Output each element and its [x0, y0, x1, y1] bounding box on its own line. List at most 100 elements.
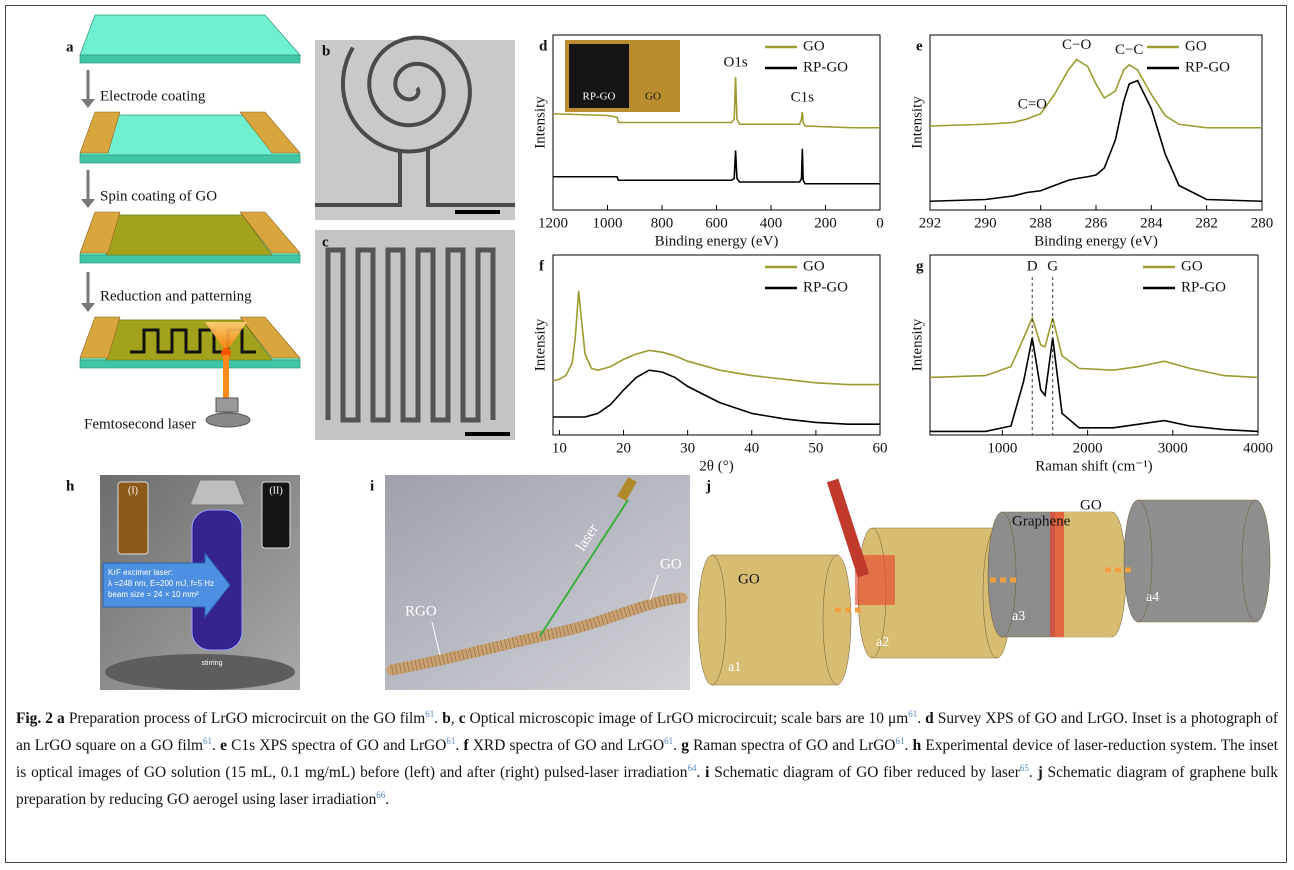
legend-label: RP-GO: [803, 59, 848, 75]
reduction-zone: [1050, 512, 1064, 637]
x-tick-label: 280: [1251, 215, 1274, 231]
caption-text: .: [905, 737, 913, 754]
y-axis-label: Intensity: [909, 96, 925, 149]
x-tick-label: 2000: [1073, 440, 1103, 456]
y-axis-label: Intensity: [909, 318, 925, 371]
y-axis-label: Intensity: [532, 96, 548, 149]
annotation: C−C: [1115, 42, 1143, 58]
x-tick-label: 10: [552, 440, 567, 456]
x-tick-label: 0: [876, 215, 884, 231]
x-tick-label: 200: [814, 215, 837, 231]
x-axis-label: Binding energy (eV): [655, 233, 779, 249]
fiber-label: GO: [660, 556, 682, 572]
caption-text: c: [459, 710, 466, 727]
label: Graphene: [1012, 513, 1071, 529]
inset-label: RP-GO: [582, 91, 615, 103]
label: Femtosecond laser: [84, 416, 196, 432]
legend-label: RP-GO: [1181, 279, 1226, 295]
reference: 61: [425, 709, 434, 719]
label: Electrode coating: [100, 88, 206, 104]
annotation: O1s: [723, 54, 747, 70]
panel-label: f: [539, 258, 545, 274]
x-axis-label: 2θ (°): [699, 458, 733, 474]
stirrer-base: [105, 654, 295, 690]
label: GO: [738, 571, 760, 587]
x-tick-label: 292: [919, 215, 942, 231]
annotation: C−O: [1062, 37, 1091, 53]
figure: a Electrode coating Spin coating of GO Redu…: [0, 0, 1294, 700]
scale-bar: [465, 432, 510, 436]
laser-spec: KrF excimer laser:: [108, 568, 173, 577]
panel-label: g: [916, 258, 924, 274]
x-tick-label: 286: [1085, 215, 1108, 231]
caption-text: XRD spectra of GO and LrGO: [469, 737, 665, 754]
x-tick-label: 1000: [987, 440, 1017, 456]
caption-text: g: [681, 737, 689, 754]
panel-label: c: [322, 234, 329, 250]
label: Spin coating of GO: [100, 188, 217, 204]
panel-label: d: [539, 38, 548, 54]
annotation: G: [1047, 258, 1058, 274]
caption-text: h: [913, 737, 922, 754]
legend-label: RP-GO: [1185, 59, 1230, 75]
spectrum-line: [930, 318, 1258, 377]
spectrum-line: [930, 338, 1258, 432]
panel-label: b: [322, 43, 330, 59]
substrate-side: [80, 360, 300, 368]
aerogel-end: [1242, 500, 1270, 622]
x-axis-label: Binding energy (eV): [1034, 233, 1158, 249]
caption-text: Preparation process of LrGO microcircuit…: [65, 710, 426, 727]
reference: 61: [203, 736, 212, 746]
caption-text: .: [212, 737, 220, 754]
arrow-head: [81, 303, 95, 312]
aerogel-end: [698, 555, 726, 685]
x-tick-label: 4000: [1243, 440, 1273, 456]
y-axis-label: Intensity: [532, 318, 548, 371]
vial-label: (I): [128, 485, 138, 496]
reference: 61: [908, 709, 917, 719]
x-tick-label: 800: [651, 215, 674, 231]
caption-text: e: [220, 737, 227, 754]
x-tick-label: 600: [705, 215, 728, 231]
caption-text: Optical microscopic image of LrGO microc…: [466, 710, 909, 727]
x-tick-label: 1200: [538, 215, 568, 231]
spectrum-line: [553, 149, 880, 184]
x-tick-label: 282: [1195, 215, 1218, 231]
spectrum-line: [553, 291, 880, 385]
arrow-head: [81, 199, 95, 208]
caption-text: .: [673, 737, 681, 754]
inset-label: GO: [645, 91, 661, 103]
aerogel-end: [823, 555, 851, 685]
panel-label: h: [66, 478, 75, 494]
reference: 61: [446, 736, 455, 746]
legend-label: RP-GO: [803, 279, 848, 295]
vial-label: (II): [269, 485, 282, 496]
stage-label: a3: [1012, 609, 1025, 624]
x-tick-label: 288: [1029, 215, 1052, 231]
annotation: C1s: [791, 89, 815, 105]
x-tick-label: 50: [808, 440, 823, 456]
clamp: [190, 480, 245, 505]
caption-text: Schematic diagram of GO fiber reduced by…: [709, 764, 1019, 781]
reference: 65: [1020, 763, 1029, 773]
reference: 61: [664, 736, 673, 746]
panel-label: a: [66, 39, 74, 55]
x-tick-label: 400: [760, 215, 783, 231]
caption-text: .: [434, 710, 442, 727]
substrate-side: [80, 55, 300, 63]
label: GO: [1080, 497, 1102, 513]
stage-label: a2: [876, 635, 889, 650]
laser-beam: [223, 355, 229, 400]
x-tick-label: 30: [680, 440, 695, 456]
legend-label: GO: [803, 258, 825, 274]
stirrer-label: stirring: [201, 660, 222, 667]
scale-bar: [455, 210, 500, 214]
caption-text: .: [917, 710, 925, 727]
reference: 66: [376, 790, 385, 800]
caption-text: C1s XPS spectra of GO and LrGO: [227, 737, 446, 754]
caption-text: d: [925, 710, 934, 727]
substrate-top: [80, 15, 300, 55]
label: Reduction and patterning: [100, 288, 252, 304]
reference: 61: [896, 736, 905, 746]
stage-label: a1: [728, 660, 741, 675]
